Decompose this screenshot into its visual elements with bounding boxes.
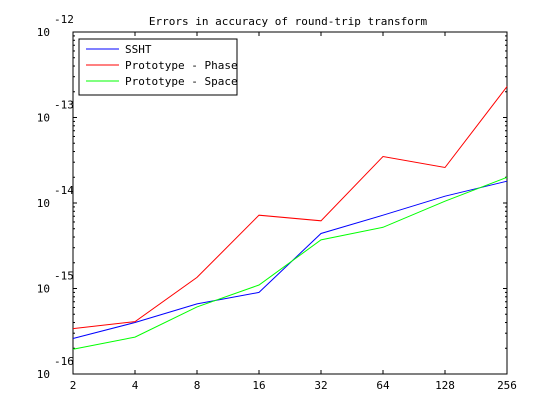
series-line xyxy=(72,176,508,350)
x-tick-label: 32 xyxy=(314,379,327,392)
legend-label: Prototype - Space xyxy=(125,75,238,88)
chart-title: Errors in accuracy of round-trip transfo… xyxy=(149,15,428,28)
x-tick-label: 2 xyxy=(70,379,77,392)
x-tick-label: 8 xyxy=(194,379,201,392)
y-tick-label-exponent: -14 xyxy=(54,184,74,197)
y-tick-label-exponent: -15 xyxy=(54,270,74,283)
y-tick-label-base: 10 xyxy=(37,283,50,296)
y-tick-label-exponent: -12 xyxy=(54,13,74,26)
y-tick-label-base: 10 xyxy=(37,368,50,381)
series-lines xyxy=(72,86,508,350)
x-tick-label: 256 xyxy=(497,379,517,392)
x-tick-label: 16 xyxy=(252,379,265,392)
y-tick-label-exponent: -13 xyxy=(54,99,74,112)
legend: SSHT Prototype - Phase Prototype - Space xyxy=(78,38,238,96)
y-tick-label-base: 10 xyxy=(37,26,50,39)
x-tick-label: 128 xyxy=(435,379,455,392)
legend-label: SSHT xyxy=(125,43,152,56)
legend-label: Prototype - Phase xyxy=(125,59,238,72)
y-tick-label-base: 10 xyxy=(37,112,50,125)
legend-box xyxy=(78,38,238,96)
y-tick-label-base: 10 xyxy=(37,197,50,210)
x-tick-label: 64 xyxy=(376,379,390,392)
series-line xyxy=(72,86,508,330)
axis-ticks: 2 4 8 16 32 64 128 256 10 -16 10 -15 10 -14 10 -13 10 -12 xyxy=(37,13,517,392)
y-tick-label-exponent: -16 xyxy=(54,355,74,368)
x-tick-label: 4 xyxy=(132,379,139,392)
